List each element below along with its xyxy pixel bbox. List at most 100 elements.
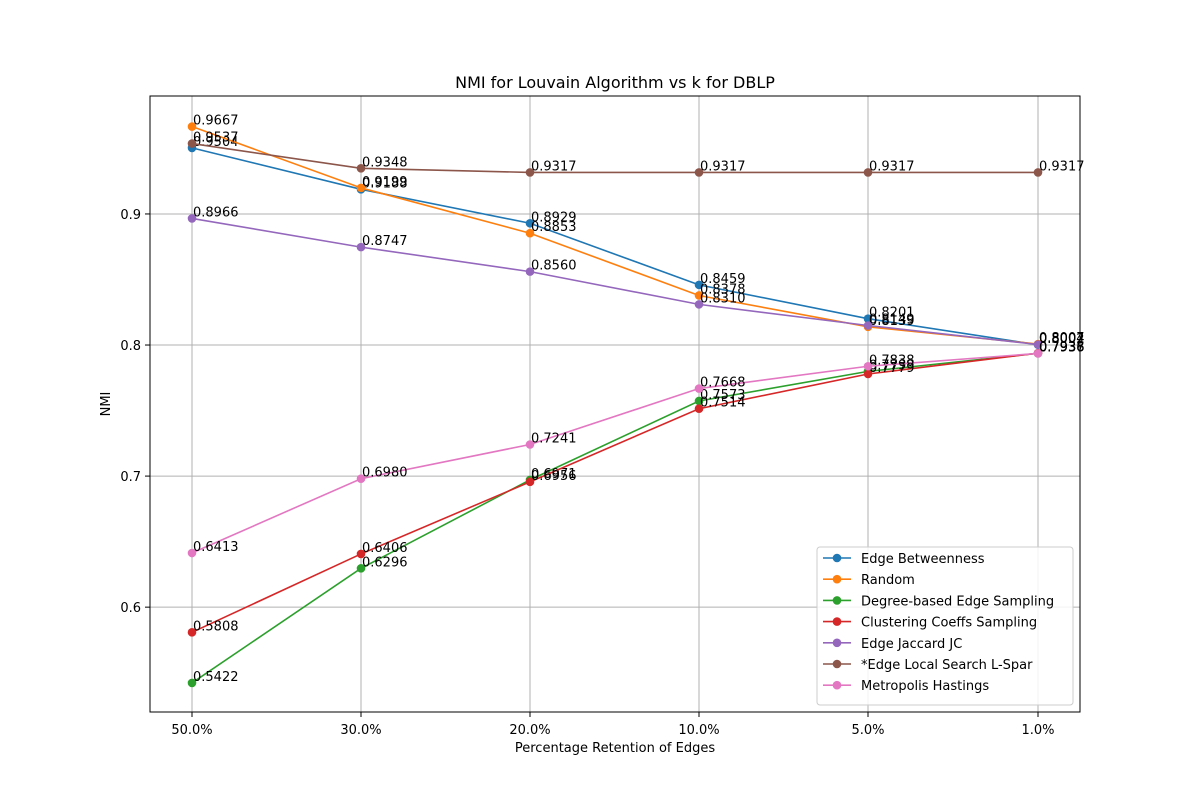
data-label: 0.7938 <box>1039 340 1085 355</box>
legend-item: Random <box>823 573 915 588</box>
data-label: 0.8002 <box>1039 332 1085 347</box>
data-point <box>694 404 704 414</box>
data-label: 0.7241 <box>531 431 577 446</box>
data-point <box>694 168 704 177</box>
series-line <box>191 352 1039 634</box>
series-line <box>191 125 1039 345</box>
legend-marker <box>832 680 842 690</box>
legend-item: Edge Jaccard JC <box>823 637 962 652</box>
data-label: 0.9317 <box>869 159 915 174</box>
legend-item: Edge Betweenness <box>823 552 985 567</box>
data-label: 0.8007 <box>1039 331 1085 346</box>
legend-label: Degree-based Edge Sampling <box>861 594 1054 609</box>
legend: Edge Betweenness Random Degree-based Edge … <box>816 546 1074 706</box>
series-line <box>191 352 1039 554</box>
data-label: 0.8747 <box>362 234 408 249</box>
data-point <box>356 564 366 573</box>
data-label: 0.8149 <box>869 312 915 327</box>
series-line <box>191 147 1039 346</box>
data-label: 0.7838 <box>869 353 915 368</box>
data-label: 0.8929 <box>531 210 577 225</box>
data-label: 0.8139 <box>869 314 915 329</box>
axes: 50.0% 30.0% 20.0% 10.0% 5.0% 1.0% 0.6 0.7 0.8 0.9 <box>120 208 1054 738</box>
data-label: 0.7573 <box>700 388 746 403</box>
data-point <box>1033 340 1043 349</box>
data-point <box>694 384 704 393</box>
y-tick-label: 0.9 <box>120 208 141 223</box>
y-tick-label: 0.6 <box>120 601 141 616</box>
x-tick-label: 50.0% <box>171 723 212 738</box>
data-label: 0.8378 <box>700 282 746 297</box>
data-point <box>187 678 197 688</box>
series-line <box>191 352 1039 684</box>
x-axis-label: Percentage Retention of Edges <box>515 741 715 756</box>
plot-frame <box>149 95 1081 713</box>
legend-label: Random <box>861 573 915 588</box>
data-point <box>694 396 704 406</box>
data-point <box>863 361 873 371</box>
data-point <box>694 291 704 300</box>
series-1: 0.9667 0.9199 0.8853 0.8378 0.8139 0.8007 <box>187 114 1085 349</box>
legend-label: *Edge Local Search L-Spar <box>861 658 1033 673</box>
data-label: 0.8560 <box>531 259 577 274</box>
x-tick-label: 10.0% <box>678 723 719 738</box>
data-label: 0.8459 <box>700 272 746 287</box>
data-point <box>356 549 366 559</box>
data-label: 0.6956 <box>531 469 577 484</box>
data-label: 0.9188 <box>362 176 408 191</box>
legend-marker <box>832 596 842 605</box>
data-point <box>187 214 197 223</box>
data-point <box>525 228 535 238</box>
series-line <box>191 217 1039 346</box>
data-point <box>525 477 535 487</box>
data-point <box>187 122 197 131</box>
data-point <box>187 548 197 558</box>
x-tick-label: 5.0% <box>851 723 884 738</box>
data-label: 0.6971 <box>531 467 577 482</box>
data-label: 0.7937 <box>1039 340 1085 355</box>
legend-item: Clustering Coeffs Sampling <box>823 616 1037 631</box>
series-5: 0.9537 0.9348 0.9317 0.9317 0.9317 0.9317 <box>187 131 1085 177</box>
x-tick-label: 30.0% <box>340 723 381 738</box>
legend-item: *Edge Local Search L-Spar <box>823 658 1033 673</box>
chart-title: NMI for Louvain Algorithm vs k for DBLP <box>455 73 775 92</box>
y-axis-label: NMI <box>99 392 114 417</box>
y-tick-label: 0.7 <box>120 470 141 485</box>
data-point <box>187 628 197 637</box>
data-point <box>863 314 873 323</box>
data-point <box>863 321 873 330</box>
legend-marker <box>832 553 842 563</box>
data-point <box>356 183 366 193</box>
data-label: 0.9317 <box>1039 159 1085 174</box>
data-label: 0.8004 <box>1039 331 1085 346</box>
series-6: 0.6413 0.6980 0.7241 0.7668 0.7838 0.7936 <box>187 340 1085 558</box>
data-point <box>525 267 535 276</box>
data-label: 0.9667 <box>193 114 239 129</box>
legend-marker <box>832 638 842 648</box>
data-point <box>1033 349 1043 358</box>
data-point <box>525 218 535 228</box>
data-point <box>356 164 366 173</box>
y-tick-label: 0.8 <box>120 339 141 354</box>
data-point <box>1033 168 1043 177</box>
data-label: 0.6406 <box>362 541 408 556</box>
data-point <box>525 168 535 177</box>
data-label: 0.9537 <box>193 131 239 146</box>
data-label: 0.9317 <box>700 159 746 174</box>
x-tick-label: 20.0% <box>509 723 550 738</box>
data-label: 0.9199 <box>362 175 408 190</box>
series-layer: 0.95040.91880.89290.84590.82010.80020.96… <box>187 114 1085 688</box>
data-label: 0.8201 <box>869 306 915 321</box>
data-point <box>356 474 366 484</box>
series-line <box>191 142 1038 174</box>
legend-label: Edge Betweenness <box>861 552 985 567</box>
data-point <box>863 168 873 177</box>
data-point <box>356 242 366 252</box>
data-label: 0.6980 <box>362 466 408 481</box>
data-label: 0.7514 <box>700 396 746 411</box>
legend-label: Edge Jaccard JC <box>861 637 962 652</box>
data-label: 0.9317 <box>531 159 577 174</box>
legend-label: Clustering Coeffs Sampling <box>861 616 1037 631</box>
